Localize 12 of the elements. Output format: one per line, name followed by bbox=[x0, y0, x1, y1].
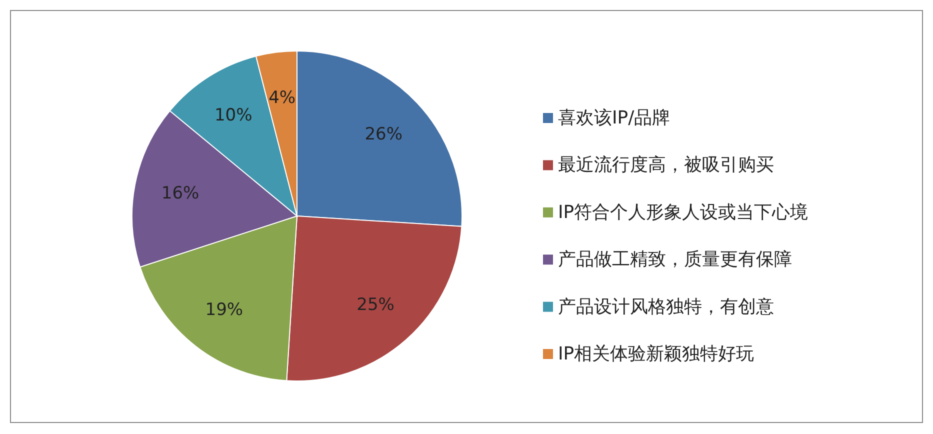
legend-label: IP相关体验新颖独特好玩 bbox=[558, 344, 754, 364]
legend-label: 喜欢该IP/品牌 bbox=[558, 108, 670, 128]
data-label: 16% bbox=[161, 184, 200, 204]
legend-label: 产品设计风格独特，有创意 bbox=[558, 296, 774, 318]
legend-label: 最近流行度高，被吸引购买 bbox=[558, 154, 774, 176]
data-label: 10% bbox=[214, 106, 252, 126]
data-label: 25% bbox=[356, 295, 394, 316]
legend-label: IP符合个人形象人设或当下心境 bbox=[558, 202, 808, 223]
legend-label: 产品做工精致，质量更有保障 bbox=[558, 249, 792, 270]
data-label: 26% bbox=[364, 124, 402, 145]
data-label: 4% bbox=[268, 88, 296, 108]
data-label: 19% bbox=[205, 300, 244, 320]
